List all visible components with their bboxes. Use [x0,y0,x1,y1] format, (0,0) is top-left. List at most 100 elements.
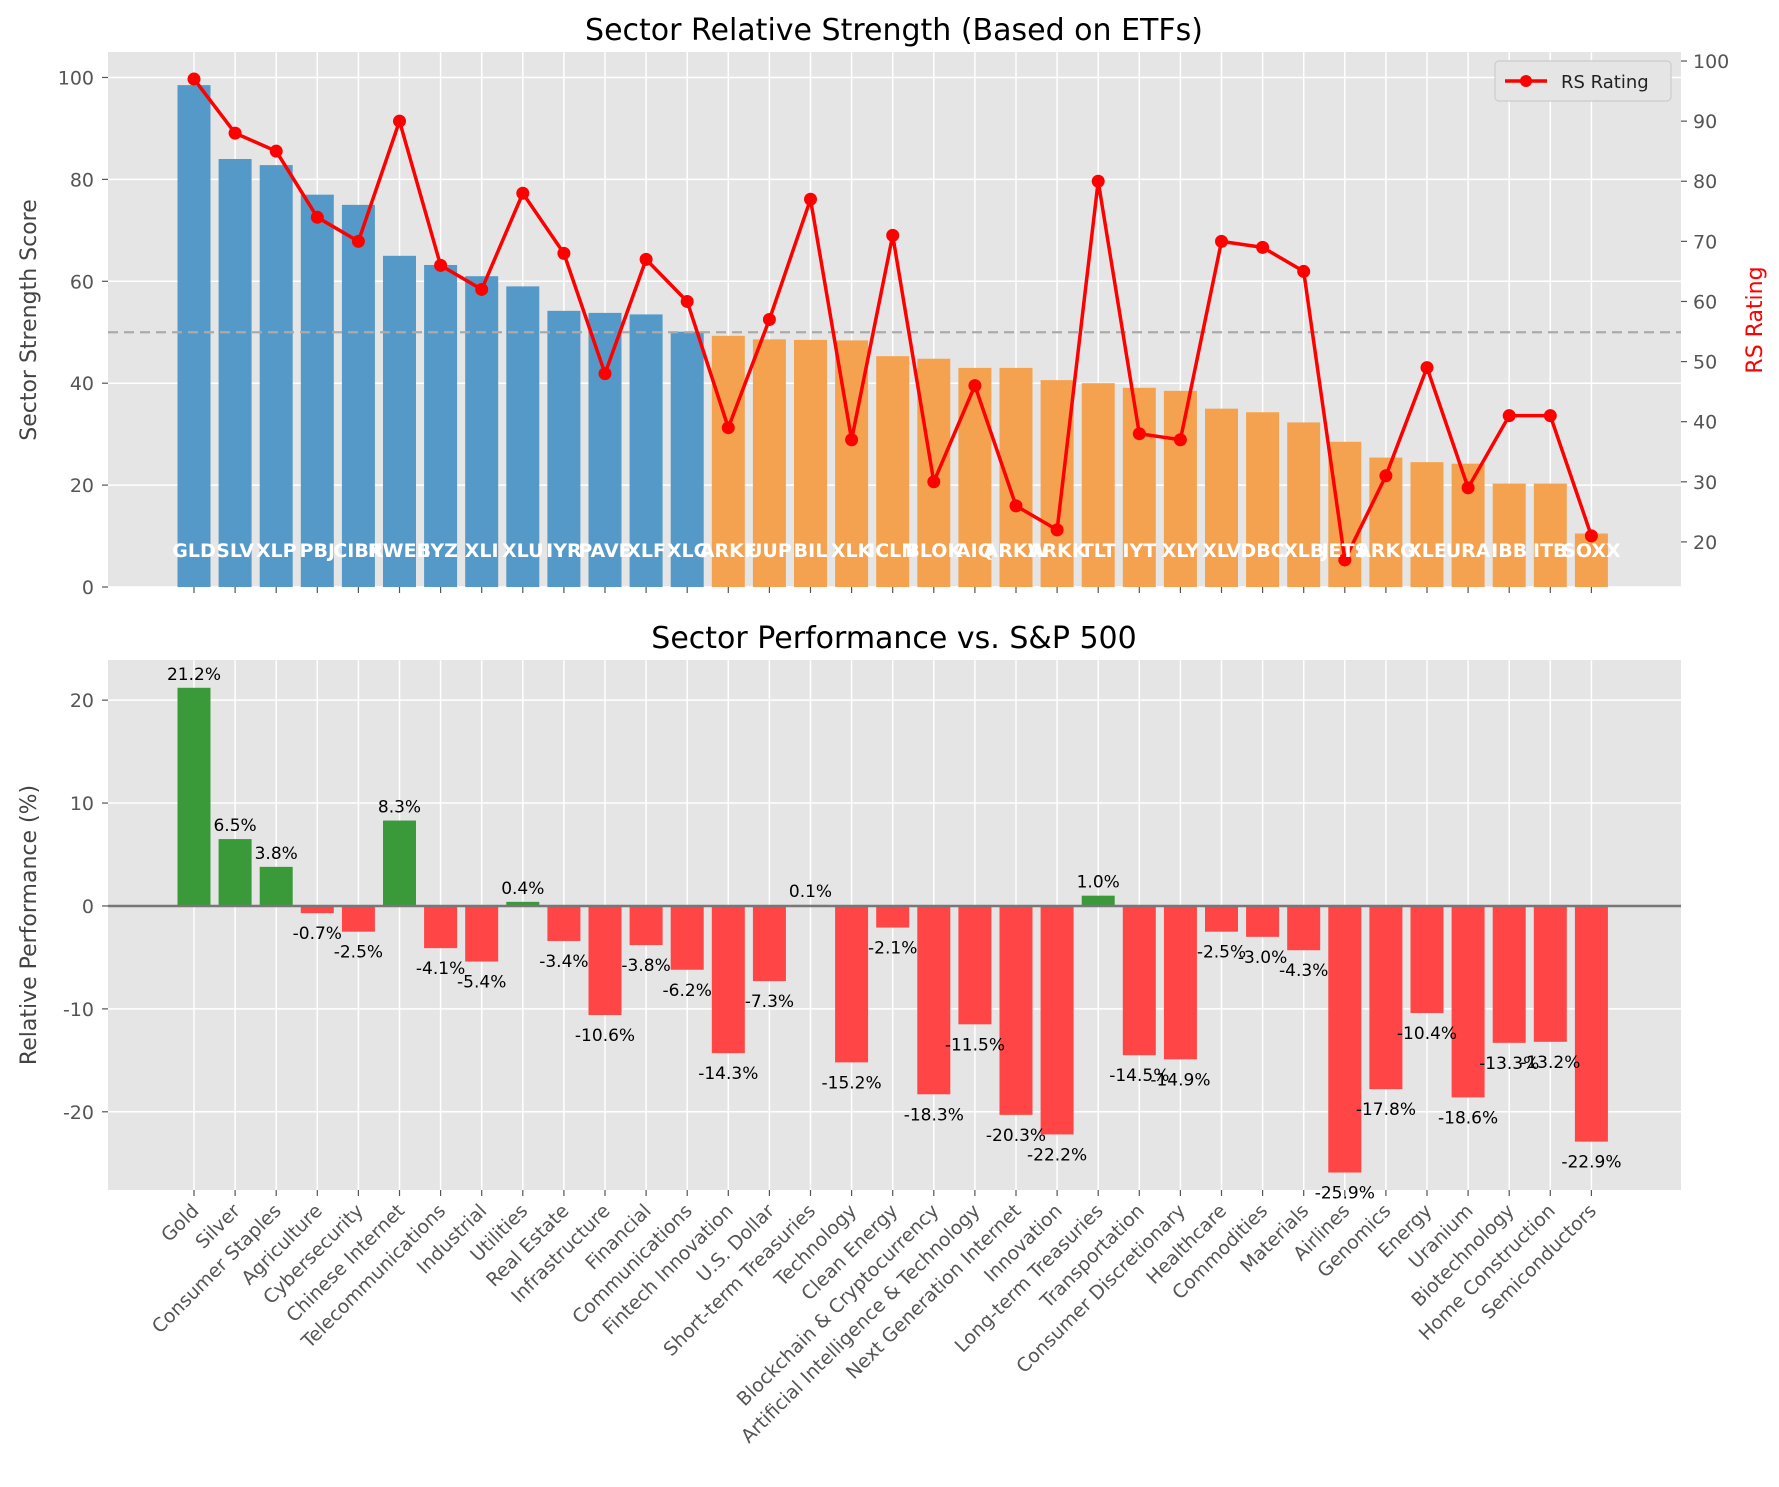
rs-rating-point [475,282,489,296]
rs-rating-point [1543,409,1557,423]
performance-value-label: -7.3% [745,992,794,1012]
strength-bar [547,310,581,587]
rs-rating-point [886,228,900,242]
etf-label: TLT [1081,540,1116,562]
etf-label: SOXX [1562,540,1621,562]
performance-value-label: 6.5% [213,816,256,836]
performance-bar [670,905,704,970]
rs-rating-point [721,421,735,435]
performance-value-label: -6.2% [663,981,712,1001]
strength-bar [506,286,540,587]
etf-label: XLP [256,540,297,562]
bottom-y-axis-label: Relative Performance (%) [17,785,42,1065]
bottom-y-tick-label: -20 [63,1102,94,1124]
rs-rating-point [269,144,283,158]
performance-bar [588,905,622,1016]
rs-rating-point [1338,553,1352,567]
performance-bar [711,905,745,1054]
performance-bar [1163,905,1197,1060]
performance-value-label: -14.9% [1150,1070,1210,1090]
etf-label: GLD [172,540,215,562]
rs-rating-point [393,114,406,128]
performance-bar [876,905,910,928]
rs-rating-point [1050,523,1064,537]
strength-bar [1246,412,1280,587]
top-y-tick-label: 40 [70,373,94,395]
top-y2-tick-label: 50 [1693,352,1717,374]
etf-label: XLK [831,540,874,562]
strength-bar [1122,387,1156,587]
rs-rating-point [1420,361,1434,375]
strength-bar [1410,462,1444,587]
top-y2-tick-label: 70 [1693,231,1717,253]
performance-bar [917,905,951,1095]
strength-bar [218,159,252,587]
performance-value-label: 8.3% [378,798,421,818]
performance-value-label: -13.2% [1520,1053,1580,1073]
performance-value-label: -10.6% [575,1026,635,1046]
rs-rating-point [639,252,653,266]
top-y2-tick-label: 100 [1693,51,1729,73]
performance-value-label: 3.8% [255,844,298,864]
performance-value-label: -10.4% [1397,1024,1457,1044]
strength-bar [752,339,786,587]
performance-bar [1287,905,1321,951]
performance-bar [1451,905,1485,1098]
performance-bar [259,866,293,906]
performance-bar [1369,905,1403,1090]
performance-bar [1122,905,1156,1056]
performance-bar [1081,895,1115,906]
legend-label: RS Rating [1561,72,1649,93]
performance-bar [629,905,663,946]
rs-rating-point [1379,469,1393,483]
rs-rating-point [1461,481,1475,495]
etf-label: IYZ [423,540,458,562]
top-y-tick-label: 60 [70,271,94,293]
etf-label: XLB [1283,540,1324,562]
performance-bar [300,905,334,914]
strength-bar [1533,483,1567,587]
performance-value-label: -5.4% [457,973,506,993]
rs-rating-point [1009,499,1023,513]
rs-rating-point [1132,427,1146,441]
performance-value-label: -18.3% [904,1105,964,1125]
etf-label: IYR [546,540,582,562]
rs-rating-point [1215,234,1228,248]
strength-bar [1040,380,1074,587]
top-y2-tick-label: 30 [1693,472,1717,494]
strength-bar [1574,533,1608,587]
etf-label: IYT [1122,540,1156,562]
performance-bar [1040,905,1074,1135]
performance-value-label: 0.1% [789,882,832,902]
etf-label: PBJ [300,540,335,562]
strength-bar [670,331,704,587]
strength-bar [629,314,663,587]
performance-value-label: -3.8% [621,956,670,976]
performance-value-label: -4.1% [416,959,465,979]
strength-bar [177,85,211,587]
rs-rating-point [516,186,530,200]
etf-label: ARKK [1028,540,1088,562]
performance-bar [752,905,786,982]
performance-value-label: -17.8% [1356,1100,1416,1120]
strength-bar [300,194,334,587]
performance-bar [999,905,1033,1115]
rs-rating-point [310,210,324,224]
rs-rating-point [845,433,859,447]
performance-value-label: -2.1% [868,939,917,959]
etf-label: PAVE [578,540,631,562]
etf-label: BIL [794,540,828,562]
rs-rating-point [1584,529,1598,543]
performance-value-label: -2.5% [334,943,383,963]
rs-rating-point [351,234,365,248]
etf-label: XLF [626,540,666,562]
etf-label: ARKF [700,540,757,562]
legend-marker [1520,75,1532,87]
performance-bar [218,839,252,906]
etf-label: KWEB [368,540,431,562]
bottom-chart-title: Sector Performance vs. S&P 500 [651,621,1136,656]
rs-rating-point [557,246,571,260]
performance-bar [1205,905,1238,932]
